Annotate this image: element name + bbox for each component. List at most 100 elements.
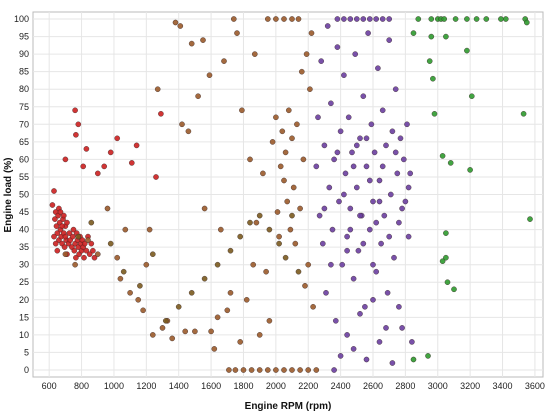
data-point	[451, 286, 457, 293]
x-tick-label: 3600	[525, 381, 545, 391]
data-point	[128, 160, 135, 166]
data-point	[443, 254, 449, 261]
data-point	[279, 128, 286, 135]
data-point	[51, 233, 57, 240]
data-point	[439, 258, 446, 265]
data-point	[402, 198, 409, 205]
data-point	[54, 247, 61, 254]
data-point	[331, 367, 337, 373]
data-point	[336, 198, 342, 205]
data-point	[399, 205, 405, 212]
series-4	[410, 16, 533, 363]
data-point	[353, 16, 360, 22]
data-point	[282, 254, 289, 261]
data-point	[289, 212, 295, 219]
x-tick-label: 3400	[493, 381, 513, 391]
data-point	[162, 317, 169, 324]
data-point	[366, 177, 373, 184]
data-point	[441, 16, 448, 22]
data-point	[467, 167, 473, 173]
data-point	[188, 40, 195, 47]
data-point	[266, 226, 273, 233]
data-point	[483, 16, 490, 22]
data-point	[373, 268, 380, 275]
series-3	[313, 16, 415, 373]
data-point	[179, 121, 185, 128]
data-point	[81, 254, 87, 261]
data-point	[54, 230, 61, 236]
data-point	[224, 307, 231, 314]
data-point	[237, 233, 243, 240]
data-point	[443, 230, 449, 236]
data-point	[80, 163, 86, 170]
data-point	[366, 226, 373, 233]
data-point	[387, 191, 394, 198]
data-point	[357, 212, 363, 219]
x-tick-label: 1400	[169, 381, 189, 391]
data-point	[379, 163, 386, 170]
data-point	[177, 23, 184, 29]
data-point	[237, 339, 243, 345]
data-point	[269, 139, 276, 145]
data-point	[430, 75, 436, 82]
data-point	[149, 251, 156, 257]
data-point	[405, 233, 412, 240]
data-point	[357, 310, 363, 317]
y-tick-label: 85	[19, 67, 29, 77]
data-point	[88, 219, 95, 226]
data-point	[276, 233, 282, 240]
data-point	[379, 16, 386, 22]
data-point	[133, 142, 140, 149]
data-point	[345, 114, 352, 121]
data-point	[227, 247, 234, 254]
data-point	[281, 367, 287, 373]
data-point	[298, 68, 305, 75]
data-point	[329, 226, 336, 233]
data-point	[425, 353, 431, 359]
data-point	[188, 289, 195, 296]
data-point	[332, 317, 339, 324]
data-point	[206, 72, 213, 78]
data-point	[290, 184, 297, 191]
y-tick-label: 25	[19, 277, 29, 287]
data-point	[328, 100, 334, 107]
data-point	[83, 247, 90, 254]
data-point	[337, 353, 344, 359]
data-point	[313, 163, 320, 170]
data-point	[248, 367, 255, 373]
data-point	[137, 282, 143, 289]
data-point	[386, 16, 393, 22]
data-point	[266, 317, 273, 324]
data-point	[473, 16, 480, 22]
data-point	[73, 254, 79, 261]
data-point	[57, 209, 64, 215]
data-point	[353, 184, 360, 191]
data-point	[277, 163, 284, 170]
data-point	[214, 261, 221, 268]
data-point	[363, 356, 370, 363]
data-point	[230, 16, 237, 22]
data-point	[439, 153, 446, 159]
data-point	[334, 16, 341, 22]
data-point	[447, 160, 454, 166]
data-point	[347, 226, 354, 233]
y-tick-label: 20	[19, 295, 29, 305]
data-point	[72, 261, 78, 268]
x-tick-label: 2200	[298, 381, 318, 391]
y-tick-label: 80	[19, 84, 29, 94]
data-point	[443, 33, 449, 40]
data-point	[376, 198, 383, 205]
y-tick-label: 65	[19, 137, 29, 147]
data-point	[392, 86, 399, 92]
y-tick-label: 15	[19, 312, 29, 322]
data-point	[107, 149, 114, 156]
data-point	[350, 275, 357, 282]
data-point	[62, 233, 69, 240]
data-point	[208, 328, 214, 335]
y-tick-label: 55	[19, 172, 29, 182]
data-point	[140, 307, 146, 314]
data-point	[90, 247, 96, 254]
data-point	[232, 367, 239, 373]
data-point	[371, 149, 378, 156]
